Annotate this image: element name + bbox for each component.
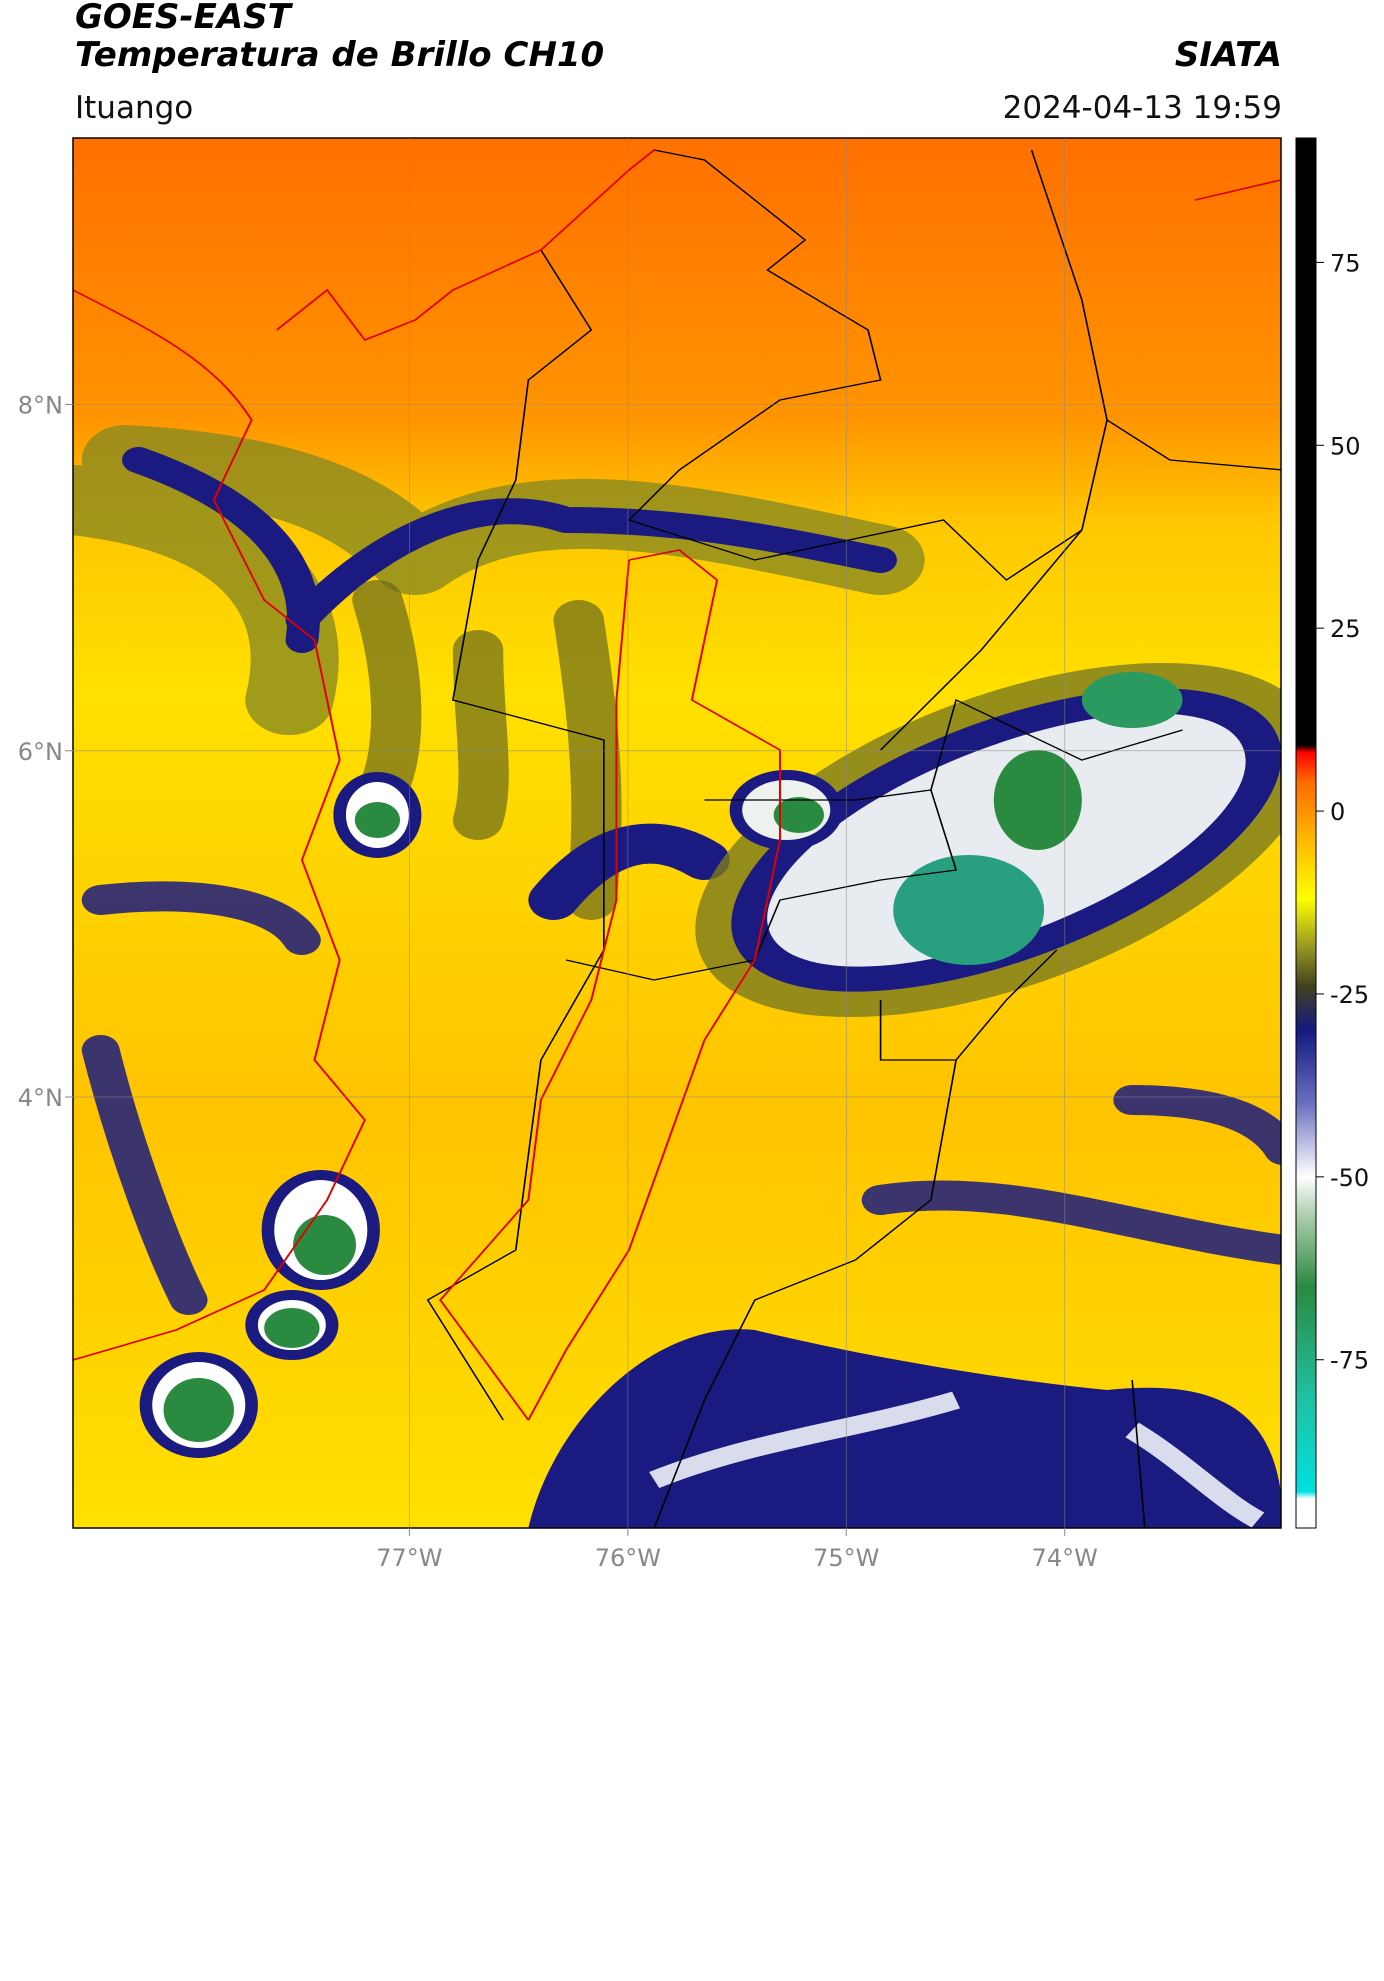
colorbar-tick-label: 0 [1330, 798, 1345, 826]
x-tick-label: 75°W [813, 1544, 879, 1572]
colorbar-tick-label: -50 [1330, 1164, 1369, 1192]
imagery [73, 138, 1281, 1528]
satellite: GOES-EAST [75, 0, 294, 37]
colorbar-tick-label: 50 [1330, 432, 1361, 460]
colorbar-tick-label: 75 [1330, 249, 1361, 277]
y-tick-label: 8°N [18, 392, 63, 420]
x-tick-label: 74°W [1032, 1544, 1098, 1572]
agency: SIATA [1175, 35, 1282, 75]
region: Ituango [75, 90, 193, 126]
map-frame [72, 137, 1282, 1529]
colorbar-tick-label: -25 [1330, 981, 1369, 1009]
datetime: 2024-04-13 19:59 [1003, 90, 1282, 126]
product: Temperatura de Brillo CH10 [75, 35, 604, 75]
x-tick-label: 77°W [376, 1544, 442, 1572]
y-tick-label: 4°N [18, 1084, 63, 1112]
colorbar [1295, 137, 1317, 1529]
colorbar-tick-label: 25 [1330, 615, 1361, 643]
colorbar-tick-label: -75 [1330, 1347, 1369, 1375]
y-tick-label: 6°N [18, 738, 63, 766]
x-tick-label: 76°W [595, 1544, 661, 1572]
